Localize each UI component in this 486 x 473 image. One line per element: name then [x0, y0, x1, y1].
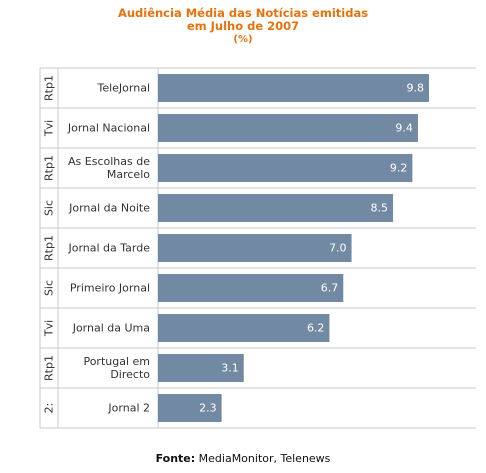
channel-label: Tvi: [43, 320, 56, 337]
channel-label: 2:: [43, 403, 56, 414]
bar-value-label: 9.2: [390, 162, 408, 175]
category-label: Jornal da Noite: [68, 202, 150, 215]
channel-label: Rtp1: [43, 155, 56, 181]
bar: [158, 154, 413, 182]
channel-label: Rtp1: [43, 235, 56, 261]
source-text: MediaMonitor, Telenews: [195, 452, 331, 465]
category-label: Marcelo: [107, 168, 150, 181]
channel-label: Sic: [43, 200, 56, 216]
bar-chart: Rtp1 TeleJornal 9.8 Tvi Jornal Nacional 9.4 Rt…: [39, 67, 476, 429]
chart-title: Audiência Média das Notícias emitidas em…: [0, 7, 486, 46]
category-label: Primeiro Jornal: [70, 282, 150, 295]
source-label: Fonte:: [155, 452, 196, 465]
category-label: Jornal da Tarde: [67, 242, 150, 255]
bar: [158, 394, 222, 422]
chart-title-line-2: em Julho de 2007: [186, 19, 300, 33]
chart-title-line-1: Audiência Média das Notícias emitidas: [117, 6, 369, 20]
category-label: TeleJornal: [96, 82, 150, 95]
category-label: Jornal Nacional: [67, 122, 150, 135]
category-label: Directo: [110, 368, 150, 381]
chart-title-unit: (%): [233, 34, 253, 45]
bar-value-label: 2.3: [199, 402, 217, 415]
bar: [158, 354, 244, 382]
bar-value-label: 3.1: [221, 362, 239, 375]
bar: [158, 314, 330, 342]
channel-label: Sic: [43, 280, 56, 296]
bar-value-label: 9.8: [406, 82, 424, 95]
bar: [158, 234, 352, 262]
category-label: Jornal da Uma: [72, 322, 150, 335]
bar: [158, 74, 429, 102]
bar-value-label: 6.7: [321, 282, 339, 295]
category-label: Portugal em: [83, 355, 150, 368]
bar: [158, 274, 344, 302]
source-footer: Fonte: MediaMonitor, Telenews: [0, 452, 486, 465]
category-label: As Escolhas de: [68, 155, 150, 168]
channel-label: Rtp1: [43, 355, 56, 381]
category-label: Jornal 2: [107, 402, 150, 415]
bar-value-label: 8.5: [371, 202, 389, 215]
bar-value-label: 6.2: [307, 322, 325, 335]
bar-value-label: 9.4: [395, 122, 413, 135]
bar-value-label: 7.0: [329, 242, 347, 255]
bar: [158, 194, 394, 222]
bar: [158, 114, 418, 142]
channel-label: Rtp1: [43, 75, 56, 101]
channel-label: Tvi: [43, 120, 56, 137]
